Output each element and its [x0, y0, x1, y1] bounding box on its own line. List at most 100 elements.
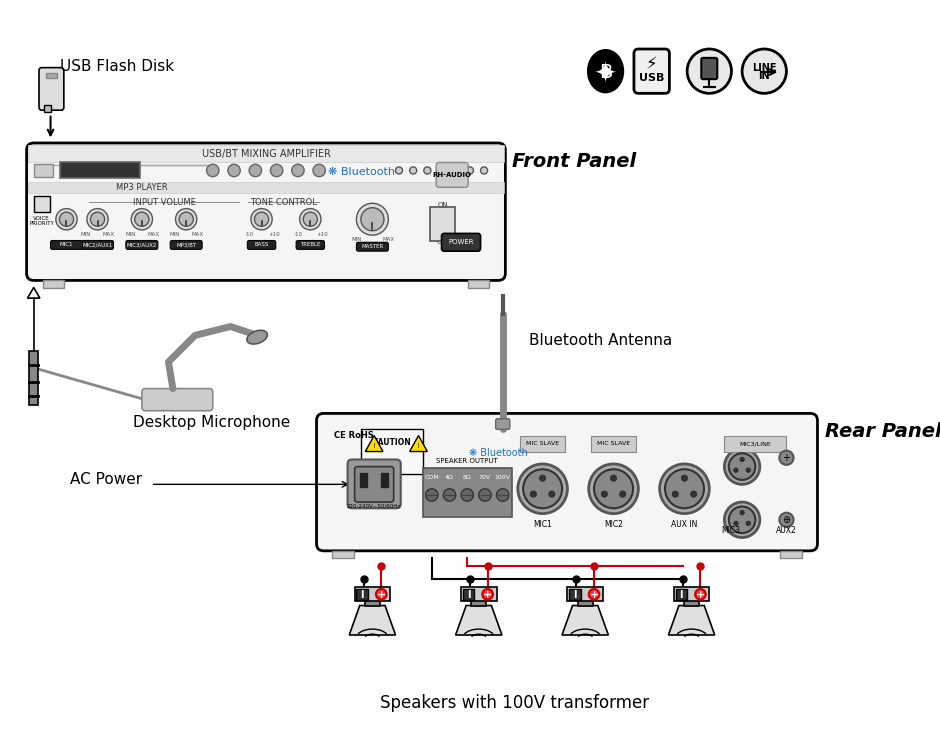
- Bar: [423, 468, 511, 517]
- Circle shape: [251, 208, 273, 230]
- Circle shape: [180, 212, 194, 226]
- Circle shape: [734, 521, 738, 525]
- Polygon shape: [668, 606, 714, 635]
- Text: MIC2: MIC2: [604, 519, 623, 528]
- Bar: [360, 473, 367, 487]
- Circle shape: [438, 167, 445, 174]
- Circle shape: [619, 491, 626, 498]
- Bar: [46, 73, 56, 79]
- Text: MIN: MIN: [125, 232, 135, 236]
- Circle shape: [725, 502, 760, 538]
- Bar: [591, 436, 635, 451]
- Bar: [356, 589, 368, 599]
- FancyBboxPatch shape: [442, 233, 480, 251]
- Circle shape: [207, 165, 219, 177]
- FancyBboxPatch shape: [247, 241, 275, 249]
- Circle shape: [291, 165, 305, 177]
- FancyBboxPatch shape: [296, 241, 324, 249]
- Circle shape: [313, 165, 325, 177]
- Text: CAUTION: CAUTION: [372, 438, 412, 447]
- FancyBboxPatch shape: [82, 241, 114, 249]
- Text: MIC SLAVE: MIC SLAVE: [526, 441, 559, 446]
- Circle shape: [496, 488, 509, 501]
- Text: VOICE
PRIORITY: VOICE PRIORITY: [29, 216, 54, 226]
- Circle shape: [176, 208, 196, 230]
- Circle shape: [588, 464, 638, 513]
- FancyBboxPatch shape: [39, 68, 64, 110]
- Text: CE RoHS: CE RoHS: [335, 431, 374, 440]
- Circle shape: [396, 167, 402, 174]
- Circle shape: [540, 475, 546, 481]
- FancyBboxPatch shape: [126, 241, 158, 249]
- Circle shape: [300, 208, 321, 230]
- Circle shape: [461, 488, 474, 501]
- Text: ✦: ✦: [594, 59, 618, 87]
- Text: LINE: LINE: [752, 63, 776, 72]
- Text: TONE CONTROL: TONE CONTROL: [250, 198, 317, 207]
- Text: MIN: MIN: [81, 232, 91, 236]
- Bar: [361, 430, 423, 473]
- Text: 70V: 70V: [478, 476, 491, 480]
- Text: +: +: [782, 453, 791, 463]
- Text: I: I: [573, 590, 577, 600]
- Circle shape: [249, 165, 261, 177]
- Circle shape: [740, 458, 744, 462]
- Circle shape: [90, 212, 104, 226]
- Text: +10: +10: [317, 232, 329, 236]
- Circle shape: [361, 208, 384, 231]
- FancyBboxPatch shape: [495, 419, 509, 430]
- Text: BASS: BASS: [255, 242, 269, 248]
- Bar: [676, 589, 687, 599]
- Bar: [568, 587, 603, 602]
- FancyBboxPatch shape: [142, 389, 212, 411]
- FancyBboxPatch shape: [634, 49, 669, 94]
- Circle shape: [691, 491, 697, 498]
- Circle shape: [478, 488, 492, 501]
- Circle shape: [740, 510, 744, 515]
- FancyBboxPatch shape: [317, 414, 818, 551]
- Circle shape: [480, 167, 488, 174]
- Text: Bluetooth Antenna: Bluetooth Antenna: [529, 333, 672, 348]
- Circle shape: [725, 449, 760, 485]
- Circle shape: [424, 167, 431, 174]
- Circle shape: [452, 167, 460, 174]
- Circle shape: [742, 49, 787, 94]
- FancyBboxPatch shape: [348, 460, 400, 508]
- Text: Front Panel: Front Panel: [512, 152, 636, 171]
- Bar: [674, 587, 710, 602]
- Circle shape: [610, 475, 617, 481]
- Bar: [521, 436, 565, 451]
- Text: MIN: MIN: [352, 237, 362, 242]
- Polygon shape: [410, 436, 428, 451]
- Text: +10: +10: [268, 232, 280, 236]
- Text: MIC3/AUX2: MIC3/AUX2: [127, 242, 157, 248]
- Text: MAX: MAX: [103, 232, 115, 236]
- Bar: [365, 599, 380, 606]
- Bar: [42, 280, 64, 288]
- Polygon shape: [350, 606, 396, 635]
- Circle shape: [665, 470, 704, 508]
- Text: SPEAKER OUTPUT: SPEAKER OUTPUT: [436, 458, 498, 464]
- Circle shape: [426, 488, 438, 501]
- Circle shape: [482, 589, 493, 599]
- Circle shape: [549, 491, 555, 498]
- Circle shape: [356, 203, 388, 236]
- FancyBboxPatch shape: [354, 467, 394, 502]
- Bar: [684, 599, 699, 606]
- Bar: [430, 207, 455, 241]
- Circle shape: [466, 167, 474, 174]
- Circle shape: [594, 470, 633, 508]
- Circle shape: [746, 468, 750, 473]
- Text: TREBLE: TREBLE: [300, 242, 321, 248]
- Circle shape: [695, 589, 706, 599]
- Text: MIC1: MIC1: [56, 241, 77, 249]
- Circle shape: [779, 513, 793, 527]
- Bar: [461, 587, 496, 602]
- FancyBboxPatch shape: [170, 241, 202, 249]
- Circle shape: [86, 208, 108, 230]
- Text: I: I: [467, 590, 470, 600]
- Bar: [462, 589, 475, 599]
- Circle shape: [134, 212, 149, 226]
- Text: 100V: 100V: [494, 476, 510, 480]
- Text: RH-AUDIO: RH-AUDIO: [432, 172, 472, 178]
